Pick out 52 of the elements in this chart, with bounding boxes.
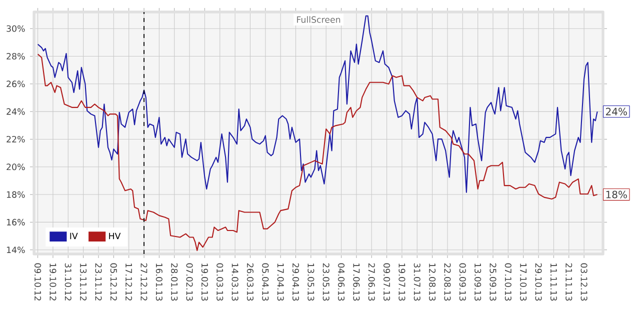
x-tick-label: 27.12.12 [140,263,148,300]
x-tick-label: 26.03.13 [246,263,254,301]
x-tick-label: 09.07.13 [384,263,390,301]
annotation: 24% [606,108,627,116]
annotation: FullScreen [297,16,340,23]
x-tick-label: 28.01.13 [171,263,178,301]
x-tick-label: 23.11.12 [95,263,102,300]
line-series [37,15,598,193]
x-tick-label: 03.09.13 [459,263,466,301]
x-tick-label: 05.12.12 [110,263,117,300]
legend-label: IV [70,232,78,240]
x-tick-label: 13.05.13 [308,264,314,301]
y-tick-label: 30% [6,25,25,32]
y-tick-label: 20% [6,164,25,170]
x-tick-label: 27.06.13 [368,263,375,301]
x-tick-label: 19.10.12 [50,264,56,300]
x-tick-label: 07.02.13 [186,263,193,301]
x-tick-label: 12.08.13 [429,264,436,301]
x-tick-label: 13.11.12 [80,264,87,300]
x-tick-label: 05.04.13 [262,263,269,301]
y-tick-label: 22% [6,136,25,142]
y-tick-label: 18% [6,191,25,198]
x-tick-label: 29.04.13 [292,263,300,301]
x-tick-label: 31.07.13 [414,263,420,301]
legend-label: HV [109,232,121,240]
x-tick-label: 31.10.12 [64,263,72,300]
annotation: 18% [606,190,627,198]
y-tick-label: 28% [6,52,25,60]
x-tick-label: 29.10.13 [535,263,542,301]
x-tick-label: 09.10.12 [34,263,42,300]
x-tick-label: 22.08.13 [444,263,451,301]
x-tick-label: 25.09.13 [490,263,496,301]
x-tick-label: 13.09.13 [474,264,482,301]
x-tick-label: 17.10.13 [520,264,527,301]
x-tick-label: 07.10.13 [504,263,512,301]
x-tick-label: 01.03.13 [216,263,224,301]
x-tick-label: 19.02.13 [201,264,208,301]
x-tick-label: 17.12.12 [126,264,132,300]
x-tick-label: 03.12.13 [580,263,588,301]
y-tick-label: 14% [6,246,25,254]
x-tick-label: 14.03.13 [232,264,238,301]
x-tick-label: 16.01.13 [156,264,162,301]
y-tick-label: 24% [6,108,25,115]
y-tick-label: 16% [6,218,25,226]
x-tick-label: 04.06.13 [338,263,345,301]
x-tick-label: 19.07.13 [398,264,406,301]
x-tick-label: 17.06.13 [353,264,360,301]
x-tick-label: 23.05.13 [322,263,330,301]
x-tick-label: 11.11.13 [550,264,557,301]
x-tick-label: 17.04.13 [277,264,284,301]
x-tick-label: 21.11.13 [566,263,572,301]
y-tick-label: 26% [6,80,25,88]
